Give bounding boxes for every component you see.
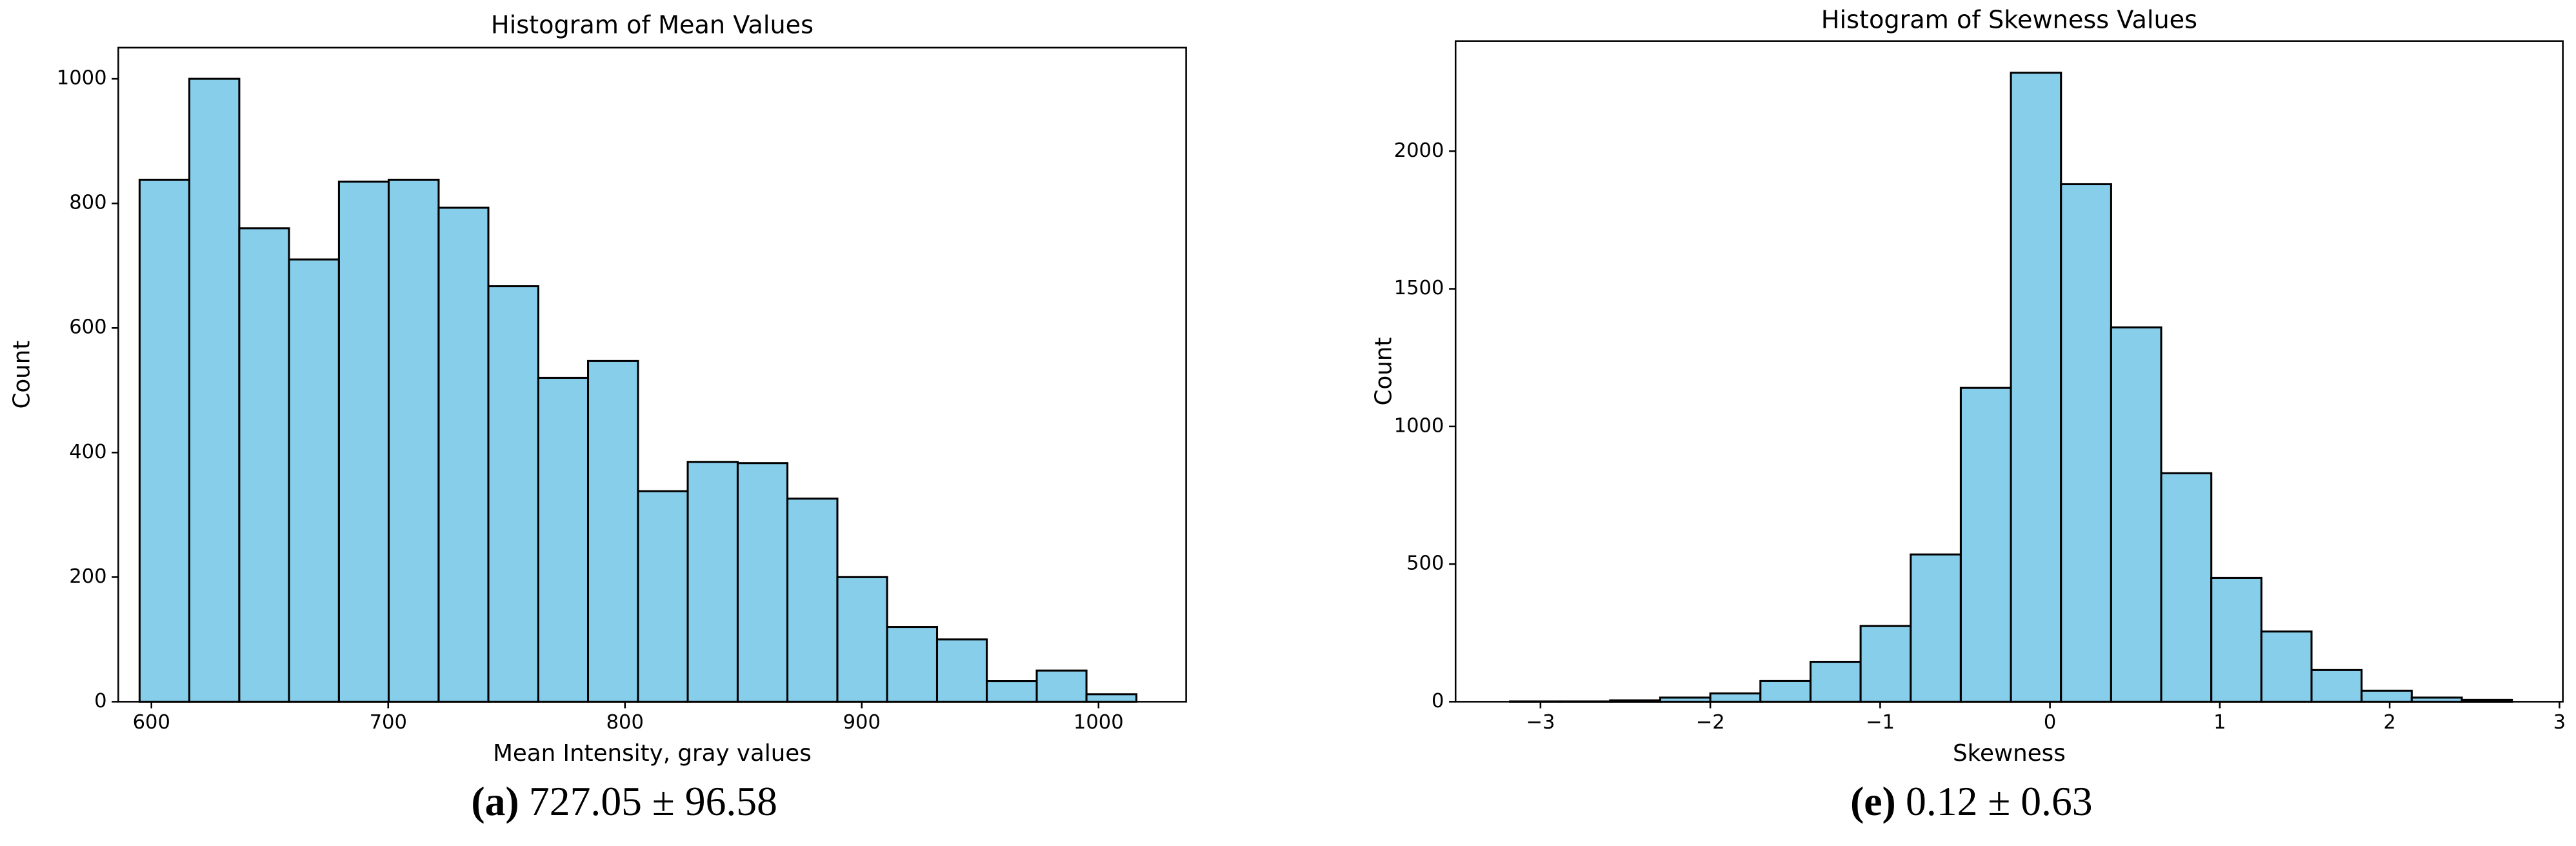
bar xyxy=(2110,326,2162,703)
x-axis-label: Mean Intensity, gray values xyxy=(493,740,812,767)
bar xyxy=(238,227,290,703)
caption-text: 727.05 ± 96.58 xyxy=(529,778,777,823)
caption-label: (e) xyxy=(1850,778,1896,823)
y-tick-label: 400 xyxy=(69,441,106,463)
x-tick-label: 0 xyxy=(2044,711,2056,734)
chart-title: Histogram of Mean Values xyxy=(491,11,814,39)
plot-frame xyxy=(1454,40,2564,703)
x-tick-label: 900 xyxy=(843,711,881,734)
bar xyxy=(387,178,440,703)
bar xyxy=(2310,669,2363,703)
bar xyxy=(537,376,590,703)
y-tick-label: 1000 xyxy=(57,67,107,90)
bar xyxy=(786,498,839,703)
x-tick-label: 2 xyxy=(2383,711,2395,734)
chart: Histogram of Mean Values 600 700 800 900 1000… xyxy=(9,11,1187,823)
x-tick-label: −3 xyxy=(1526,711,1555,734)
x-tick-label: −1 xyxy=(1866,711,1895,734)
x-tick-label: 700 xyxy=(370,711,407,734)
x-tick-label: 1 xyxy=(2213,711,2226,734)
bar xyxy=(2210,576,2262,703)
bar xyxy=(487,285,539,703)
bar xyxy=(337,180,390,703)
bar xyxy=(2060,183,2112,703)
bar xyxy=(986,680,1038,703)
bar xyxy=(288,258,340,703)
x-tick-label: 600 xyxy=(133,711,170,734)
caption: (a) 727.05 ± 96.58 xyxy=(471,778,777,823)
caption-text: 0.12 ± 0.63 xyxy=(1906,778,2093,823)
y-tick-label: 1500 xyxy=(1394,277,1444,299)
bar xyxy=(686,461,739,703)
bar xyxy=(586,359,639,703)
bar xyxy=(2010,72,2062,703)
chart-title: Histogram of Skewness Values xyxy=(1821,6,2197,35)
bar xyxy=(1709,692,1762,703)
bar xyxy=(1959,387,2012,703)
bar xyxy=(1035,669,1088,703)
caption: (e) 0.12 ± 0.63 xyxy=(1850,778,2092,823)
bar xyxy=(836,576,888,703)
bar xyxy=(736,462,789,703)
x-tick-label: −2 xyxy=(1696,711,1725,734)
bar xyxy=(188,77,241,703)
bar xyxy=(935,638,988,703)
chart: Histogram of Skewness Values −3 −2 −1 0 1 2 3 0 5… xyxy=(1371,6,2566,824)
y-tick-label: 500 xyxy=(1406,552,1444,575)
y-tick-label: 800 xyxy=(69,192,106,214)
bar xyxy=(1085,693,1138,703)
x-tick-label: 800 xyxy=(606,711,644,734)
y-axis-label: Count xyxy=(9,341,35,409)
bar xyxy=(886,626,939,703)
x-tick-label: 1000 xyxy=(1073,711,1124,734)
bar xyxy=(437,206,490,703)
y-tick-label: 0 xyxy=(1432,690,1444,712)
bar xyxy=(2260,630,2313,703)
bar xyxy=(2361,689,2413,703)
bar xyxy=(637,490,689,703)
y-tick-label: 0 xyxy=(94,690,106,712)
y-tick-label: 600 xyxy=(69,316,106,339)
x-axis-label: Skewness xyxy=(1953,740,2066,767)
y-axis-label: Count xyxy=(1371,337,1397,406)
bar xyxy=(138,178,190,703)
y-tick-label: 2000 xyxy=(1394,139,1444,162)
x-tick-label: 3 xyxy=(2553,711,2566,734)
y-tick-label: 200 xyxy=(69,565,106,588)
bar xyxy=(1910,553,1962,703)
bar xyxy=(1809,661,1862,703)
bar xyxy=(2160,472,2213,703)
bar xyxy=(1759,680,1812,703)
y-tick-label: 1000 xyxy=(1394,414,1444,437)
plot-frame xyxy=(117,46,1187,703)
bar xyxy=(1859,625,1912,703)
caption-label: (a) xyxy=(471,778,519,823)
